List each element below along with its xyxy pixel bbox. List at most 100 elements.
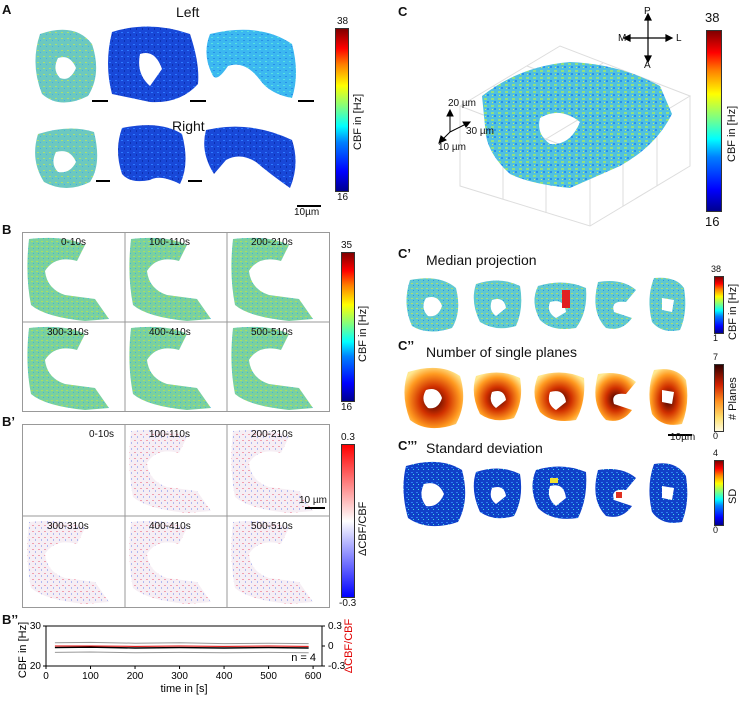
panel-a-cbf-maps xyxy=(35,26,314,188)
frame-label-b1-3: 200-210s xyxy=(251,429,293,440)
panel-label-c3: C’’’ xyxy=(398,438,418,453)
colorbar-b xyxy=(341,252,355,402)
panel-label-c2: C’’ xyxy=(398,338,415,353)
std-deviation-maps xyxy=(403,461,688,527)
cell-map-left-3 xyxy=(206,29,296,98)
frame-label-b-2: 100-110s xyxy=(149,237,190,248)
frame-label-b1-5: 400-410s xyxy=(149,521,191,532)
median-projection-maps xyxy=(406,277,686,332)
colorbar-c xyxy=(706,30,722,212)
panel-label-c1: C’ xyxy=(398,246,411,261)
x-tick-label-5: 500 xyxy=(260,671,277,682)
dim-label-x: 10 µm xyxy=(438,142,466,153)
colorbar-c-min: 16 xyxy=(705,214,720,229)
x-axis-label: time in [s] xyxy=(160,683,207,695)
colorbar-c2-max: 7 xyxy=(713,352,719,362)
x-tick-label-1: 100 xyxy=(82,671,99,682)
scale-label-b1: 10 µm xyxy=(299,495,327,506)
colorbar-c3-max: 4 xyxy=(713,448,719,458)
panel-label-a: A xyxy=(2,2,12,17)
frame-label-b-1: 0-10s xyxy=(61,237,87,248)
colorbar-a-min: 16 xyxy=(337,192,349,203)
scale-bar-a xyxy=(297,205,321,207)
frame-label-b-4: 300-310s xyxy=(47,327,89,338)
axis-l-label: L xyxy=(676,33,682,44)
colorbar-c3 xyxy=(714,460,724,526)
chart-annotation: n = 4 xyxy=(291,652,316,664)
dimension-axes-icon xyxy=(438,108,472,144)
colorbar-b1-max: 0.3 xyxy=(341,432,355,443)
colorbar-c2-label: # Planes xyxy=(727,377,739,420)
colorbar-c2 xyxy=(714,364,724,432)
cell-map-left-2 xyxy=(108,26,199,103)
frame-label-b1-4: 300-310s xyxy=(47,521,89,532)
cbf-time-chart: 0 100 200 300 400 500 600 20 30 0.3 0 -0.3 time in [… xyxy=(17,619,355,695)
y2-tick-label-2: -0.3 xyxy=(328,661,346,672)
x-tick-label-0: 0 xyxy=(43,671,49,682)
chart-series-group xyxy=(54,641,309,654)
title-planes: Number of single planes xyxy=(426,344,577,360)
colorbar-c3-label: SD xyxy=(727,488,739,504)
y-tick-label-1: 30 xyxy=(30,621,42,632)
colorbar-c1 xyxy=(714,276,724,334)
compass-icon xyxy=(622,12,674,64)
dim-label-z: 20 µm xyxy=(448,98,476,109)
cell-map-right-3 xyxy=(204,126,296,188)
x-tick-label-4: 400 xyxy=(216,671,233,682)
colorbar-a-label: CBF in [Hz] xyxy=(352,93,364,150)
panel-label-c: C xyxy=(398,4,408,19)
cell-map-right-1 xyxy=(35,128,98,188)
panel-b1-maps xyxy=(23,425,329,607)
frame-label-b-5: 400-410s xyxy=(149,327,191,338)
x-tick-label-2: 200 xyxy=(127,671,144,682)
frame-label-b1-2: 100-110s xyxy=(149,429,190,440)
panel-label-b: B xyxy=(2,222,12,237)
x-tick-label-6: 600 xyxy=(305,671,322,682)
scale-bar-c2 xyxy=(668,434,692,436)
chart-axes-group: 0 100 200 300 400 500 600 20 30 0.3 0 -0.3 time in [… xyxy=(17,619,355,695)
colorbar-b1-label: ΔCBF/CBF xyxy=(357,501,369,556)
title-median: Median projection xyxy=(426,252,537,268)
colorbar-b1 xyxy=(341,444,355,598)
title-left: Left xyxy=(176,4,200,20)
frame-label-b1-1: 0-10s xyxy=(89,429,115,440)
scale-label-a: 10µm xyxy=(294,207,320,218)
dim-label-y: 30 µm xyxy=(466,126,494,137)
title-right: Right xyxy=(172,118,205,134)
series-line-0 xyxy=(54,646,309,649)
colorbar-c3-min: 0 xyxy=(713,525,719,535)
frame-label-b-6: 500-510s xyxy=(251,327,293,338)
y2-tick-label-1: 0 xyxy=(328,641,334,652)
frame-label-b1-6: 500-510s xyxy=(251,521,293,532)
y-axis-label: CBF in [Hz] xyxy=(17,622,29,678)
panel-label-b2: B’’ xyxy=(2,612,19,627)
panel-b-grid: 0-10s 100-110s 200-210s 300-310s 400-410… xyxy=(22,232,330,412)
colorbar-b-max: 35 xyxy=(341,240,353,251)
axis-m-label: M xyxy=(618,33,627,44)
colorbar-a-max: 38 xyxy=(337,16,349,27)
scale-bar-b1 xyxy=(305,507,325,509)
title-sd: Standard deviation xyxy=(426,440,543,456)
y2-axis-label: ΔCBF/CBF xyxy=(343,619,355,674)
colorbar-a xyxy=(335,28,349,192)
single-planes-maps xyxy=(404,367,688,429)
colorbar-c1-max: 38 xyxy=(711,264,722,274)
colorbar-c-max: 38 xyxy=(705,10,720,25)
cell-map-left-1 xyxy=(35,29,97,103)
colorbar-c-label: CBF in [Hz] xyxy=(726,105,738,162)
colorbar-c1-label: CBF in [Hz] xyxy=(727,283,739,340)
scale-label-c2: 10µm xyxy=(670,432,696,443)
cell-3d-shape xyxy=(482,62,672,188)
panel-b1-grid: 0-10s 100-110s 200-210s 300-310s 400-410… xyxy=(22,424,330,608)
panel-c-3d-render xyxy=(438,12,692,227)
colorbar-c2-min: 0 xyxy=(713,431,719,441)
panel-b-maps xyxy=(23,233,329,411)
colorbar-b-min: 16 xyxy=(341,402,353,413)
y2-tick-label-0: 0.3 xyxy=(328,621,342,632)
colorbar-b-label: CBF in [Hz] xyxy=(357,305,369,362)
x-tick-label-3: 300 xyxy=(171,671,188,682)
axis-p-label: P xyxy=(644,6,651,17)
axis-a-label: A xyxy=(644,60,651,71)
frame-label-b-3: 200-210s xyxy=(251,237,293,248)
cell-map-right-2 xyxy=(118,125,186,184)
